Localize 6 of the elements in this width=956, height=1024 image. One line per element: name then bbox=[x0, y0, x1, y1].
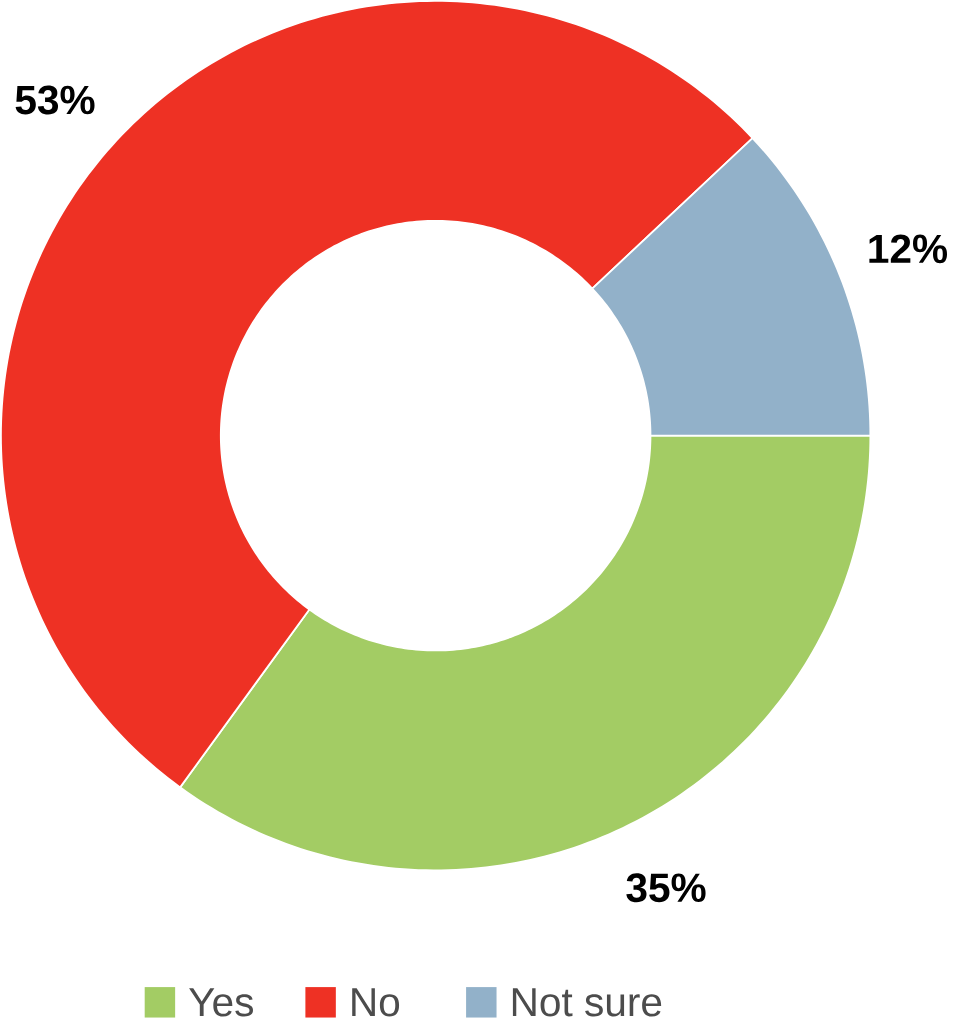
legend-label: Not sure bbox=[513, 988, 662, 1017]
data-label: 35% bbox=[626, 873, 706, 903]
data-label: 12% bbox=[869, 234, 948, 264]
legend-label: Yes bbox=[189, 988, 254, 1017]
legend-label: No bbox=[352, 988, 400, 1017]
data-label: 53% bbox=[15, 85, 95, 115]
